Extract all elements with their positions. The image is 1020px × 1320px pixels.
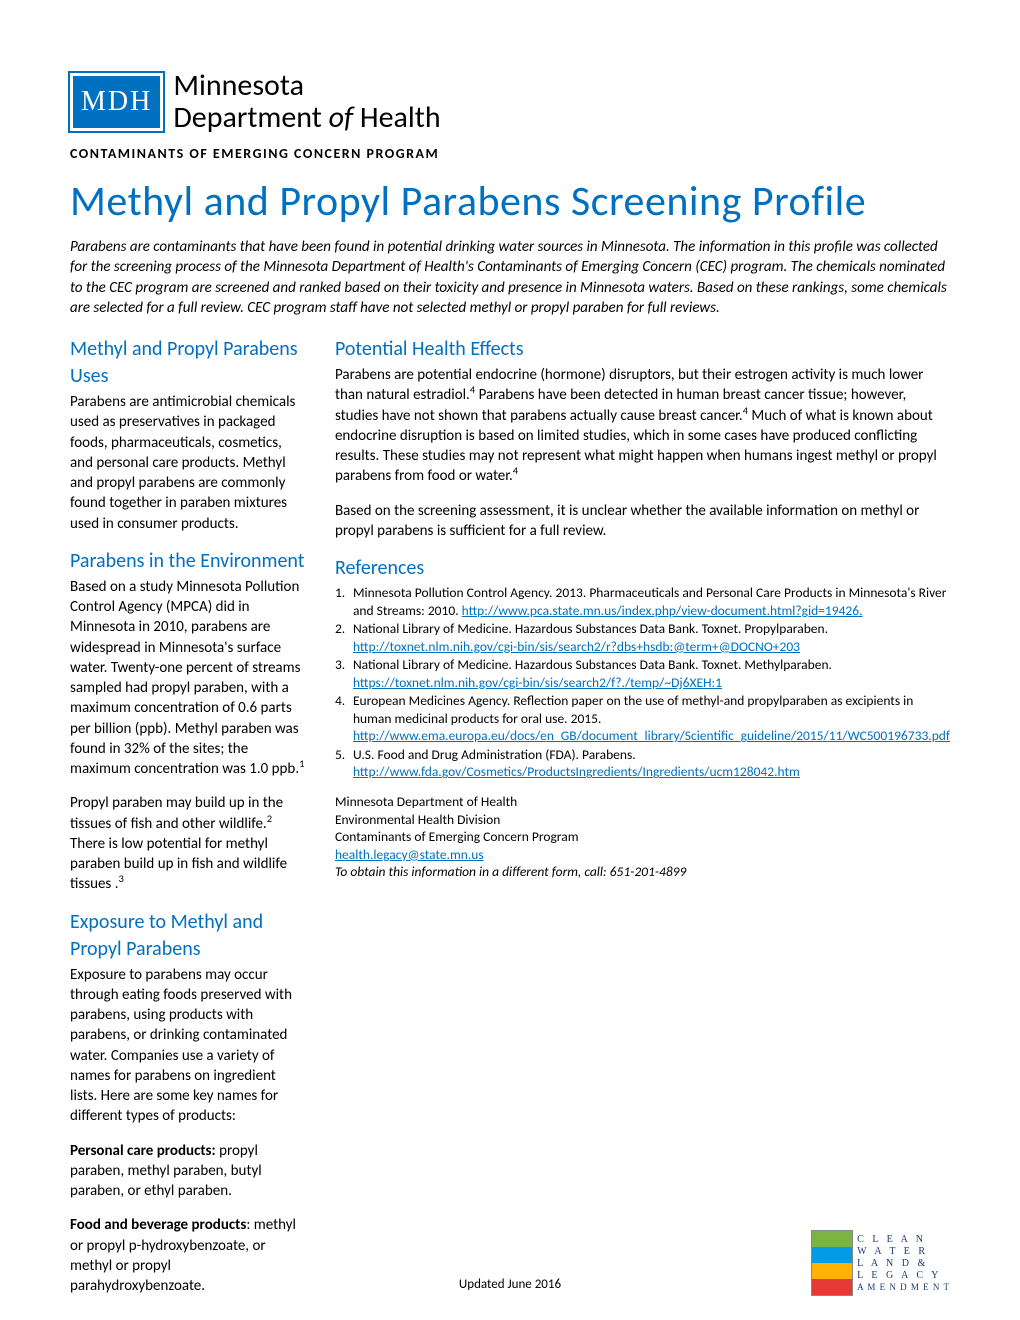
legacy-l2: W A T E R [857,1246,950,1258]
ref-link[interactable]: https://toxnet.nlm.nih.gov/cgi-bin/sis/s… [353,674,722,691]
para-exp-2: Personal care products: propyl paraben, … [70,1141,305,1202]
ref-body: National Library of Medicine. Hazardous … [353,620,950,655]
reference-item: 1.Minnesota Pollution Control Agency. 20… [335,584,950,619]
ref-link[interactable]: http://www.ema.europa.eu/docs/en_GB/docu… [353,727,950,744]
ref-body: U.S. Food and Drug Administration (FDA).… [353,746,950,781]
ref-link[interactable]: http://toxnet.nlm.nih.gov/cgi-bin/sis/se… [353,638,800,655]
ref-number: 2. [335,620,353,655]
logo-line1: Minnesota [173,70,440,102]
heading-health: Potential Health Effects [335,336,950,363]
para-health-1: Parabens are potential endocrine (hormon… [335,365,950,487]
legacy-l3: L A N D & [857,1258,950,1270]
exp2-label: Personal care products: [70,1142,216,1160]
para-env-2: Propyl paraben may build up in the tissu… [70,793,305,894]
reference-item: 3.National Library of Medicine. Hazardou… [335,656,950,691]
env1-sup: 1 [299,757,304,770]
ref-number: 3. [335,656,353,691]
ref-link[interactable]: http://www.fda.gov/Cosmetics/ProductsIng… [353,763,800,780]
page-title: Methyl and Propyl Parabens Screening Pro… [70,176,950,227]
legacy-l5: A M E N D M E N T [857,1282,950,1293]
two-column-layout: Methyl and Propyl Parabens Uses Parabens… [70,336,950,1296]
heading-exposure: Exposure to Methyl and Propyl Parabens [70,909,305,963]
ref-body: Minnesota Pollution Control Agency. 2013… [353,584,950,619]
mdh-logo-block: MDH [70,73,163,131]
ref-text: National Library of Medicine. Hazardous … [353,620,828,637]
exp3-label: Food and beverage products [70,1216,246,1234]
ref-body: National Library of Medicine. Hazardous … [353,656,950,691]
reference-item: 5.U.S. Food and Drug Administration (FDA… [335,746,950,781]
logo-of: of [329,99,354,136]
reference-item: 2.National Library of Medicine. Hazardou… [335,620,950,655]
reference-item: 4.European Medicines Agency. Reflection … [335,692,950,745]
left-column: Methyl and Propyl Parabens Uses Parabens… [70,336,305,1296]
legacy-l1: C L E A N [857,1234,950,1246]
header-logo: MDH Minnesota Department of Health [70,70,950,133]
para-health-2: Based on the screening assessment, it is… [335,501,950,542]
logo-health: Health [353,99,440,136]
contact-block: Minnesota Department of Health Environme… [335,793,950,881]
ref-text: European Medicines Agency. Reflection pa… [353,692,913,727]
logo-text: Minnesota Department of Health [173,70,440,133]
legacy-l4: L E G A C Y [857,1270,950,1282]
para-uses: Parabens are antimicrobial chemicals use… [70,392,305,534]
contact-email-link[interactable]: health.legacy@state.mn.us [335,846,484,863]
contact-l1: Minnesota Department of Health [335,793,950,811]
ref-number: 5. [335,746,353,781]
legacy-text: C L E A N W A T E R L A N D & L E G A C … [857,1234,950,1293]
intro-paragraph: Parabens are contaminants that have been… [70,237,950,318]
para-env-1: Based on a study Minnesota Pollution Con… [70,577,305,780]
references-list: 1.Minnesota Pollution Control Agency. 20… [335,584,950,781]
ref-body: European Medicines Agency. Reflection pa… [353,692,950,745]
env2-b: There is low potential for methyl parabe… [70,835,287,894]
program-label: CONTAMINANTS OF EMERGING CONCERN PROGRAM [70,145,950,162]
ref-number: 4. [335,692,353,745]
ref-text: U.S. Food and Drug Administration (FDA).… [353,746,636,763]
contact-l3: Contaminants of Emerging Concern Program [335,828,950,846]
heading-environment: Parabens in the Environment [70,548,305,575]
ref-link[interactable]: http://www.pca.state.mn.us/index.php/vie… [462,602,863,619]
logo-line2: Department of Health [173,102,440,134]
ref-text: National Library of Medicine. Hazardous … [353,656,832,673]
contact-l2: Environmental Health Division [335,811,950,829]
right-column: Potential Health Effects Parabens are po… [335,336,950,1296]
logo-dept: Department [173,99,328,136]
heading-uses: Methyl and Propyl Parabens Uses [70,336,305,390]
env2-sup2: 3 [118,872,123,885]
heading-references: References [335,555,950,582]
h1-sup3: 4 [513,464,518,477]
para-exp-1: Exposure to parabens may occur through e… [70,965,305,1127]
env2-a: Propyl paraben may build up in the tissu… [70,794,283,832]
ref-number: 1. [335,584,353,619]
legacy-swatch-icon [811,1230,853,1296]
env2-sup1: 2 [267,812,272,825]
legacy-amendment-logo: C L E A N W A T E R L A N D & L E G A C … [811,1230,950,1296]
contact-l5: To obtain this information in a differen… [335,863,950,881]
env1-text: Based on a study Minnesota Pollution Con… [70,578,300,778]
